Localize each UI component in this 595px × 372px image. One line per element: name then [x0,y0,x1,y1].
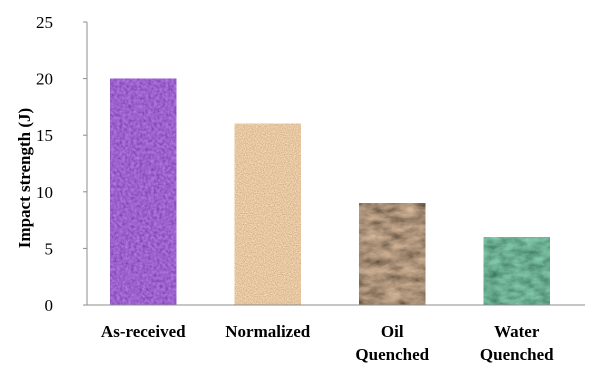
y-tick-label: 0 [45,296,54,315]
x-tick-label: Oil [381,322,404,341]
bar-texture [359,203,426,305]
x-tick-label: Quenched [355,345,429,364]
x-tick-label: Normalized [225,322,311,341]
bar [359,203,426,305]
x-axis-tick-labels: As-received Normalized Oil Quenched Water Que… [101,322,554,364]
y-tick-label: 5 [45,239,54,258]
y-axis-label: Impact strength (J) [15,108,34,248]
bar [110,78,177,305]
bar [234,123,301,305]
bar-texture [483,237,550,305]
x-tick-label: As-received [101,322,186,341]
y-tick-label: 10 [36,183,53,202]
y-tick-label: 20 [36,70,53,89]
bar [483,237,550,305]
y-tick-label: 15 [36,126,53,145]
x-tick-label: Quenched [480,345,554,364]
x-tick-label: Water [494,322,540,341]
y-tick-label: 25 [36,13,53,32]
bar-texture [234,123,301,305]
bars [110,78,550,305]
bar-texture [110,78,177,305]
y-axis-ticks: 0 5 10 15 20 25 [36,13,87,315]
